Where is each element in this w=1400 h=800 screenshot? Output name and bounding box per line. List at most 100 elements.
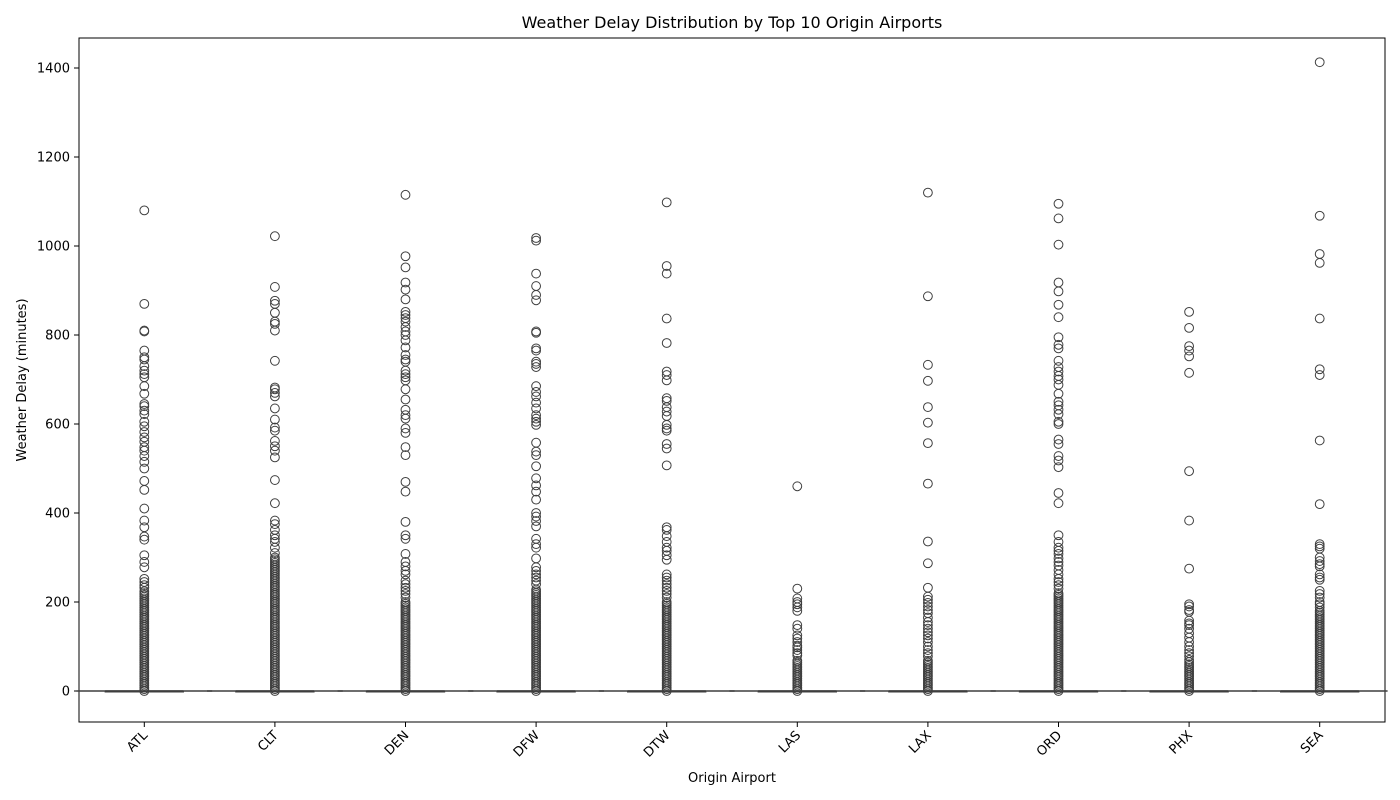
outlier-point (1184, 306, 1194, 317)
outlier-point (1314, 572, 1325, 583)
outlier-point (400, 372, 411, 383)
outlier-point (661, 550, 672, 561)
x-tick-label: SEA (1298, 728, 1327, 757)
outlier-point (923, 627, 933, 638)
outlier-point (1184, 659, 1194, 670)
outlier-point (400, 597, 411, 607)
outlier-point (531, 572, 541, 583)
outlier-point (400, 450, 411, 461)
outlier-point (531, 516, 541, 526)
outlier-point (923, 594, 933, 605)
outlier-point (1053, 299, 1064, 310)
outlier-point (661, 542, 672, 553)
outlier-point (400, 442, 411, 453)
outlier-point (270, 530, 280, 541)
outlier-point (661, 425, 672, 436)
outlier-point (661, 423, 672, 434)
outlier-point (270, 542, 280, 553)
outlier-point (923, 655, 933, 666)
outlier-point (270, 552, 280, 563)
outlier-point (792, 650, 803, 661)
outlier-point (1184, 645, 1194, 655)
outlier-point (139, 416, 150, 427)
outlier-point (1314, 364, 1325, 375)
outlier-point (1053, 404, 1064, 415)
outlier-point (531, 562, 541, 573)
outlier-point (400, 410, 411, 421)
outlier-point (400, 575, 411, 586)
outlier-point (661, 338, 672, 348)
outlier-point (1314, 370, 1325, 380)
outlier-point (139, 503, 150, 514)
outlier-point (139, 586, 150, 597)
outlier-point (139, 451, 150, 461)
outlier-point (661, 439, 672, 449)
outlier-point (923, 359, 933, 370)
outlier-point (1184, 620, 1194, 631)
outlier-point (400, 486, 411, 497)
outlier-point (270, 403, 280, 414)
box-las (729, 481, 866, 696)
box-dfw (468, 233, 605, 696)
outlier-point (792, 648, 803, 659)
outlier-point (792, 599, 803, 610)
outlier-point (139, 399, 150, 409)
outlier-point (400, 530, 411, 541)
outlier-point (1053, 419, 1064, 429)
outlier-point (400, 316, 411, 327)
outlier-point (270, 282, 280, 292)
outlier-point (661, 579, 672, 590)
x-tick-label: ATL (124, 728, 151, 755)
outlier-point (531, 450, 541, 461)
x-tick-label: DFW (511, 728, 543, 760)
x-tick-label: CLT (255, 728, 282, 755)
outlier-point (139, 298, 150, 309)
outlier-point (531, 290, 541, 300)
outlier-point (1314, 541, 1325, 552)
outlier-point (923, 630, 933, 641)
outlier-point (1314, 574, 1325, 585)
outlier-point (1314, 539, 1325, 550)
outlier-point (1053, 439, 1064, 449)
outlier-point (1184, 563, 1194, 574)
outlier-point (400, 394, 411, 405)
outlier-point (1053, 462, 1064, 473)
outlier-point (1314, 592, 1325, 603)
y-tick-label: 0 (62, 685, 70, 700)
outlier-point (400, 561, 411, 572)
outlier-point (661, 313, 672, 324)
outlier-point (661, 419, 672, 430)
outlier-point (1184, 341, 1194, 352)
outlier-point (1184, 601, 1194, 612)
outlier-point (1053, 451, 1064, 461)
chart-title: Weather Delay Distribution by Top 10 Ori… (522, 13, 943, 32)
outlier-point (923, 620, 933, 631)
outlier-point (1184, 367, 1194, 378)
outlier-point (792, 602, 803, 613)
outlier-point (531, 295, 541, 306)
outlier-point (661, 261, 672, 271)
outlier-point (139, 361, 150, 372)
y-tick-label: 200 (45, 596, 70, 611)
outlier-point (400, 322, 411, 332)
outlier-point (139, 445, 150, 456)
outlier-point (661, 197, 672, 208)
outlier-point (139, 534, 150, 545)
outlier-point (1314, 313, 1325, 324)
outlier-point (531, 410, 541, 421)
outlier-point (400, 592, 411, 603)
outlier-point (1053, 239, 1064, 250)
outlier-point (400, 262, 411, 273)
outlier-point (661, 370, 672, 380)
outlier-point (661, 268, 672, 279)
outlier-point (1053, 332, 1064, 343)
outlier-point (923, 478, 933, 489)
outlier-point (400, 350, 411, 360)
outlier-point (270, 231, 280, 242)
outlier-point (531, 416, 541, 427)
outlier-point (1053, 396, 1064, 407)
outlier-point (1314, 499, 1325, 510)
outlier-point (400, 294, 411, 305)
outlier-point (531, 575, 541, 586)
outlier-point (270, 391, 280, 402)
